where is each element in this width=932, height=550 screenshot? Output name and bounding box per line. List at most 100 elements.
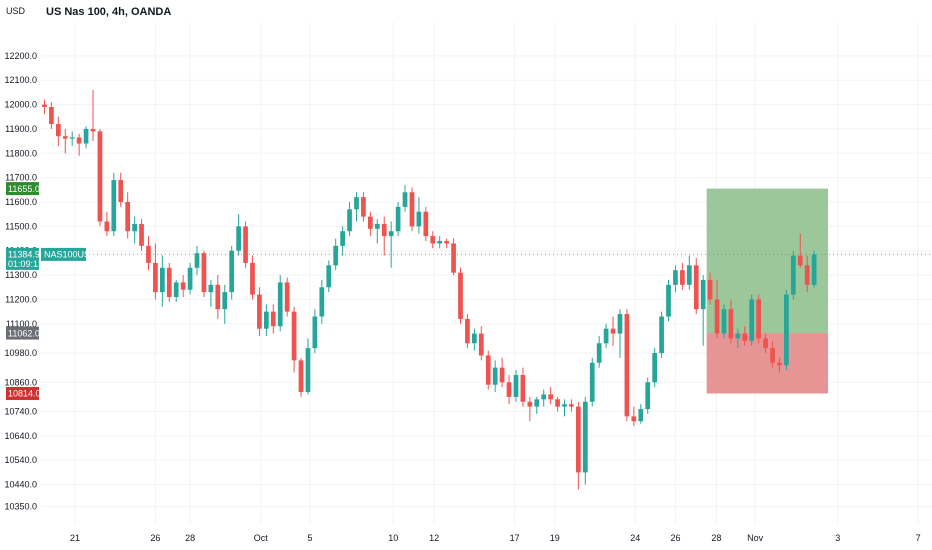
candle [55, 116, 61, 146]
candle-body-up [749, 299, 755, 341]
symbol-label-background [41, 247, 86, 261]
candle [763, 333, 768, 354]
candle-body-up [236, 226, 241, 251]
x-tick-label: 26 [150, 533, 160, 543]
x-tick-label: 5 [308, 533, 313, 543]
candle-body-down [284, 282, 290, 312]
candle-body-down [430, 236, 436, 244]
candle-body-down [49, 106, 54, 125]
candle [478, 326, 484, 361]
candle [624, 309, 630, 422]
candle [236, 214, 241, 256]
candle [756, 294, 762, 344]
y-tick-label: 10640.0 [4, 431, 37, 441]
candle-body-up [513, 374, 519, 397]
candle [652, 348, 658, 388]
candle [139, 219, 144, 251]
candle-body-up [159, 267, 165, 293]
candle-body-down [42, 104, 47, 107]
candle-body-down [97, 131, 103, 222]
candle [354, 192, 359, 222]
candle [777, 357, 782, 373]
candle [638, 404, 644, 424]
x-tick-label: 28 [711, 533, 721, 543]
candle [666, 279, 671, 322]
price-tag: 11062.0 [6, 326, 40, 340]
long-position-zone[interactable] [706, 188, 828, 394]
candle-body-down [298, 360, 304, 393]
candle-body-up [472, 333, 477, 344]
y-tick-label: 12100.0 [4, 75, 37, 85]
candle [243, 221, 248, 268]
candle-body-up [229, 250, 235, 293]
candle [187, 262, 193, 295]
candle [83, 126, 89, 149]
price-tag-label: 10814.0 [8, 389, 41, 399]
candle [409, 187, 415, 232]
candle [291, 306, 297, 373]
candle-body-up [721, 309, 727, 334]
candle [257, 287, 262, 336]
candle-body-up [534, 399, 540, 407]
candle [506, 374, 512, 405]
candle-body-down [548, 394, 553, 400]
price-tag-label: 11062.0 [8, 328, 40, 338]
candle-body-down [742, 333, 748, 341]
candle [173, 279, 179, 302]
candle [312, 309, 318, 354]
candle-body-up [187, 267, 193, 290]
candle [728, 299, 734, 344]
candle [797, 233, 803, 268]
candle [42, 99, 47, 115]
candle-body-up [617, 314, 623, 334]
candle [402, 184, 408, 212]
y-axis[interactable]: 10350.0 10440.0 10540.0 10640.0 10740.0 10860… [4, 51, 37, 512]
candle-body-down [756, 299, 762, 339]
candle-body-down [62, 136, 68, 139]
y-tick-label: 10540.0 [4, 455, 37, 465]
profit-zone[interactable] [706, 188, 828, 334]
candle-body-up [173, 282, 179, 298]
candle [368, 211, 373, 237]
candle [811, 250, 817, 288]
candle [735, 328, 741, 349]
candle-body-up [416, 211, 422, 227]
candle [596, 335, 602, 368]
y-tick-label: 11900.0 [5, 124, 37, 134]
candle [118, 172, 124, 207]
candle-body-up [700, 279, 706, 310]
candle-body-down [714, 299, 720, 334]
candle-body-up [194, 253, 200, 268]
candle-body-down [444, 240, 449, 244]
candle [693, 258, 699, 315]
x-tick-label: 12 [429, 533, 439, 543]
candle [180, 275, 186, 298]
candle [680, 262, 685, 290]
candle [326, 260, 332, 293]
y-tick-label: 11300.0 [5, 270, 37, 280]
candle [284, 277, 290, 317]
x-axis[interactable]: 21 26 28 Oct 5 10 12 17 19 24 26 28 Nov 3 7 [70, 533, 921, 543]
candle [645, 377, 651, 414]
candle [686, 255, 692, 290]
candle-body-down [631, 416, 637, 422]
y-tick-label: 11800.0 [5, 148, 37, 158]
candle [582, 396, 588, 485]
candle [659, 311, 664, 358]
candle [437, 236, 443, 249]
candle-body-down [153, 262, 158, 293]
candle [395, 202, 401, 237]
price-tag: 10814.0 [6, 386, 41, 400]
candle [374, 219, 380, 244]
y-tick-label: 11200.0 [5, 294, 37, 304]
candle-body-up [686, 265, 692, 285]
candle-body-up [111, 180, 117, 232]
candle [444, 238, 449, 249]
candle [555, 396, 560, 412]
symbol-label-text: NAS100USD [44, 250, 97, 260]
candle [201, 250, 207, 298]
candle [631, 406, 637, 427]
candle-body-down [555, 399, 560, 407]
candle-body-up [492, 367, 498, 385]
